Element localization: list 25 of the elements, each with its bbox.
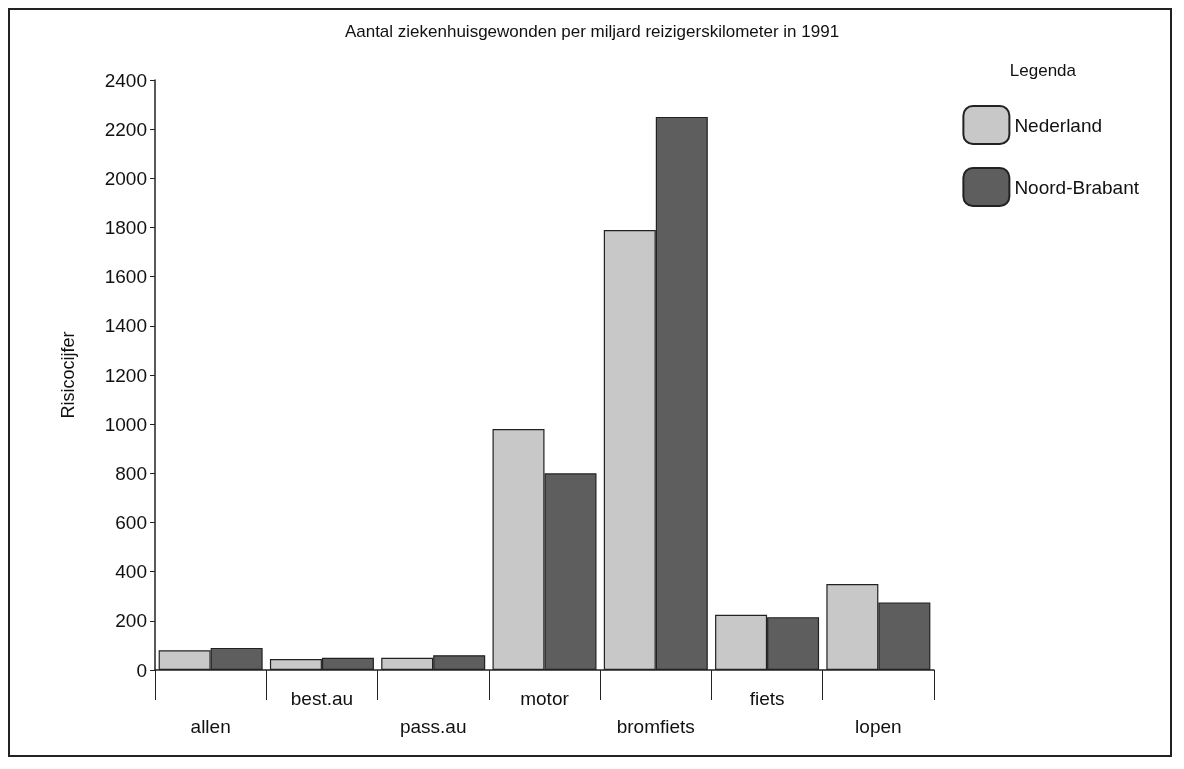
y-tick-label: 800 (115, 462, 147, 484)
y-tick-label: 0 (136, 659, 147, 681)
y-tick-label: 1800 (104, 217, 147, 238)
legend-label: Noord-Brabant (1014, 176, 1140, 198)
legend-label: Nederland (1014, 114, 1103, 136)
x-tick-label: bromfiets (616, 715, 695, 737)
y-tick-label: 2000 (104, 167, 147, 189)
y-axis-title: Risicocijfer (58, 331, 78, 419)
legend-title: Legenda (1009, 61, 1077, 80)
y-tick-label: 600 (115, 512, 147, 533)
x-tick-label: allen (190, 715, 231, 737)
y-tick-label: 400 (115, 561, 147, 583)
x-tick-label: fiets (749, 687, 785, 709)
y-tick-label: 2200 (104, 118, 147, 140)
y-tick-label: 2400 (104, 69, 147, 91)
chart-title: Aantal ziekenhuisgewonden per miljard reizigerskilometer in 1991 (344, 22, 840, 41)
x-tick-label: lopen (855, 715, 902, 737)
y-tick-label: 1400 (104, 315, 147, 337)
y-tick-label: 1200 (104, 364, 147, 386)
x-tick-label: best.au (290, 687, 354, 709)
x-tick-label: motor (520, 687, 570, 709)
y-tick-label: 1600 (104, 266, 147, 288)
y-tick-label: 200 (115, 610, 147, 632)
x-tick-label: pass.au (399, 715, 467, 737)
y-tick-label: 1000 (104, 413, 147, 435)
